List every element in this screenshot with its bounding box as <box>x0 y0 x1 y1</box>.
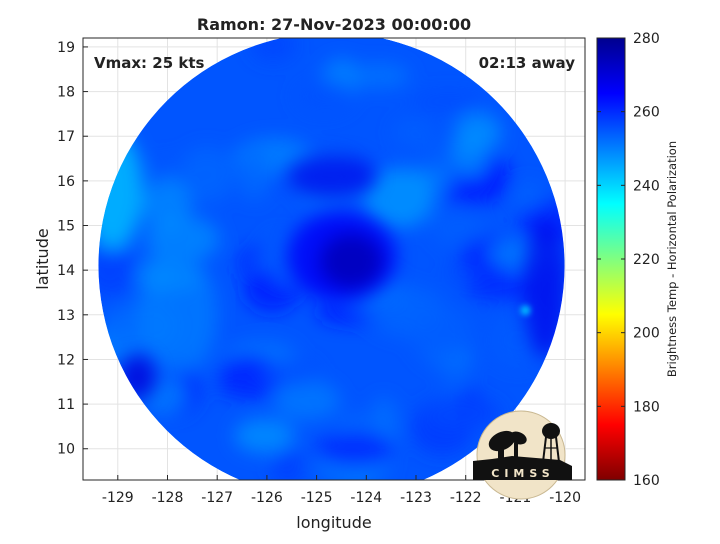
x-tick-label: -122 <box>450 490 482 506</box>
swath-cell <box>445 182 497 207</box>
swath-cell <box>294 78 355 115</box>
swath-cell <box>432 210 487 248</box>
vmax-annotation: Vmax: 25 kts <box>94 54 204 72</box>
swath-cell <box>362 168 435 228</box>
storm-cold-core <box>119 154 565 400</box>
colorbar-tick-label: 220 <box>633 252 660 268</box>
swath-cell <box>520 305 531 316</box>
colorbar-tick-label: 200 <box>633 326 660 342</box>
colorbar-tick-label: 180 <box>633 399 660 415</box>
colorbar-gradient <box>596 37 626 481</box>
swath-cell <box>234 418 295 454</box>
colorbar-tick-label: 240 <box>633 178 660 194</box>
swath-cell <box>523 218 565 359</box>
water-tower-icon <box>542 423 560 463</box>
satellite-swath <box>98 38 565 480</box>
swath-cell <box>393 118 435 148</box>
swath-cell <box>238 145 271 201</box>
y-tick-label: 12 <box>57 352 75 368</box>
swath-fill <box>98 38 565 480</box>
logo-ground <box>473 456 572 480</box>
x-axis-label: longitude <box>296 513 371 532</box>
plot-area <box>82 37 586 481</box>
chart-title: Ramon: 27-Nov-2023 00:00:00 <box>197 15 471 34</box>
swath-texture <box>98 38 565 480</box>
swath-cell <box>351 63 410 89</box>
x-tick-label: -128 <box>152 490 184 506</box>
y-tick-label: 13 <box>57 308 75 324</box>
swath-cell <box>451 137 488 177</box>
x-tick-label: -120 <box>549 490 581 506</box>
y-axis-label: latitude <box>33 228 52 289</box>
swath-cell <box>261 358 319 388</box>
swath-cell <box>409 304 473 363</box>
swath-cell <box>273 380 340 421</box>
y-tick-label: 15 <box>57 219 75 235</box>
y-tick-label: 16 <box>57 174 75 190</box>
y-tick-label: 10 <box>57 442 75 458</box>
colorbar-label: Brightness Temp - Horizontal Polarizatio… <box>665 141 679 377</box>
swath-cell <box>152 157 186 178</box>
plot-frame <box>82 37 586 481</box>
swath-cell <box>512 181 545 211</box>
x-tick-label: -124 <box>350 490 382 506</box>
colorbar-tick-label: 280 <box>633 31 660 47</box>
y-axis-ticks: 10 11 12 13 14 15 16 17 18 19 <box>57 40 88 458</box>
swath-cell <box>319 233 384 290</box>
swath-cell <box>137 254 218 375</box>
swath-cell <box>98 129 143 250</box>
time-away-annotation: 02:13 away <box>479 54 576 72</box>
y-tick-label: 14 <box>57 263 75 279</box>
swath-cell <box>424 398 503 430</box>
x-tick-label: -125 <box>301 490 333 506</box>
swath-cell <box>464 275 537 302</box>
swath-cell <box>98 237 136 297</box>
y-tick-label: 18 <box>57 85 75 101</box>
x-tick-label: -129 <box>102 490 134 506</box>
swath-cell <box>410 90 487 112</box>
swath-cell <box>271 446 304 480</box>
x-tick-label: -123 <box>400 490 432 506</box>
x-tick-label: -126 <box>251 490 283 506</box>
colorbar-tick-label: 160 <box>633 473 660 489</box>
swath-cell <box>250 38 296 62</box>
swath-cell <box>316 431 394 467</box>
swath-cell <box>178 146 235 203</box>
swath-cell <box>286 154 377 199</box>
y-tick-label: 17 <box>57 129 75 145</box>
y-tick-label: 11 <box>57 397 75 413</box>
y-tick-label: 19 <box>57 40 75 56</box>
colorbar: 160 180 200 220 240 260 280 Brightness Temp - … <box>596 31 679 489</box>
logo-text: CIMSS <box>491 467 554 480</box>
satellite-dish-icon <box>488 430 527 458</box>
colorbar-ticks: 160 180 200 220 240 260 280 <box>597 31 660 489</box>
colorbar-tick-label: 260 <box>633 105 660 121</box>
swath-cell <box>142 178 192 232</box>
x-tick-label: -127 <box>201 490 233 506</box>
cimss-logo: CIMSS <box>473 410 572 500</box>
